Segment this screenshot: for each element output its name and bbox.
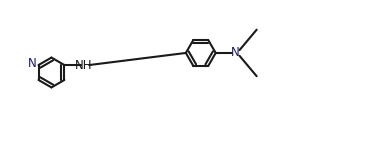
Text: N: N (231, 46, 240, 59)
Text: N: N (28, 57, 37, 70)
Text: NH: NH (75, 59, 93, 71)
